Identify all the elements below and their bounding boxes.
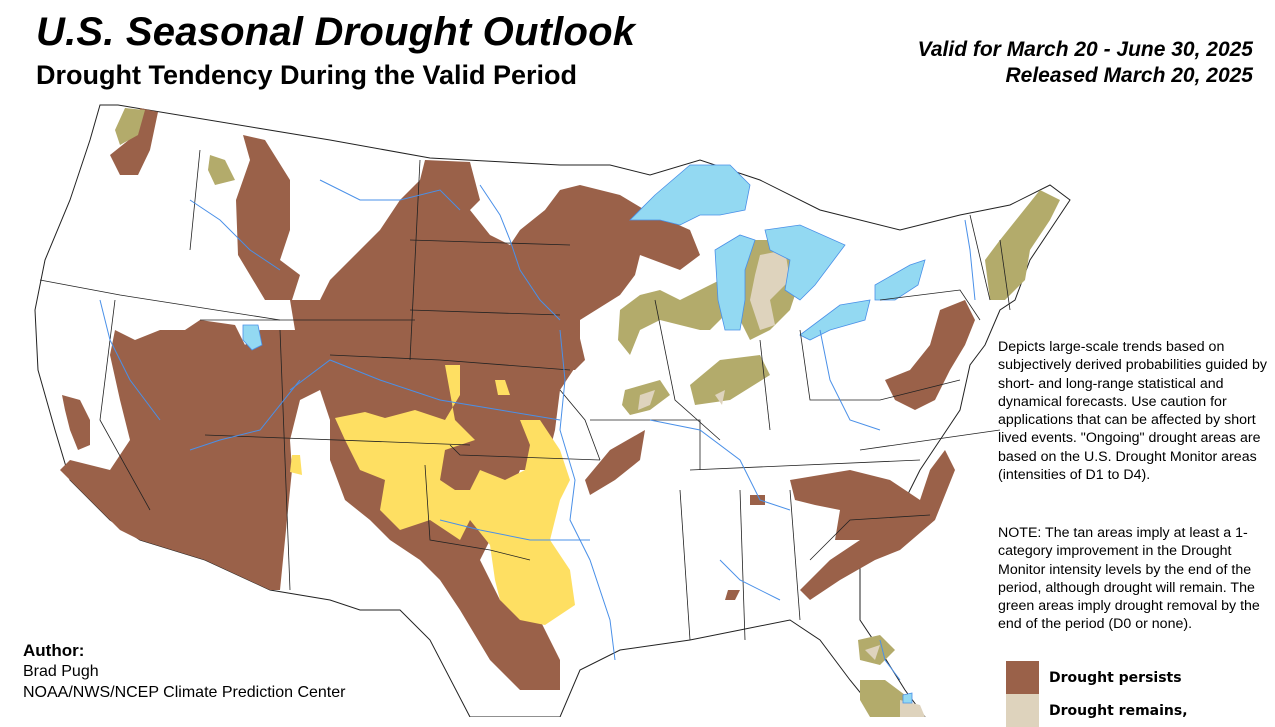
- legend-swatch-remains: [1006, 694, 1039, 727]
- lake-huron: [764, 224, 846, 301]
- author-block: Author: Brad Pugh NOAA/NWS/NCEP Climate …: [23, 640, 345, 703]
- release-date: Released March 20, 2025: [1005, 64, 1254, 87]
- legend-item-persists: Drought persists: [1006, 661, 1188, 694]
- validity-info: Valid for March 20 - June 30, 2025 Relea…: [918, 37, 1253, 89]
- lake-okeechobee: [902, 692, 913, 704]
- drought-develops-areas: [290, 365, 575, 625]
- page-subtitle: Drought Tendency During the Valid Period: [36, 60, 578, 90]
- author-name: Brad Pugh: [23, 663, 99, 680]
- legend-label: Drought remains,: [1049, 702, 1188, 719]
- outlook-note: NOTE: The tan areas imply at least a 1-c…: [998, 525, 1260, 633]
- valid-period: Valid for March 20 - June 30, 2025: [917, 38, 1253, 61]
- author-heading: Author:: [23, 641, 85, 660]
- outlook-description: Depicts large-scale trends based on subj…: [998, 339, 1267, 484]
- page-title: U.S. Seasonal Drought Outlook: [36, 10, 636, 54]
- author-org: NOAA/NWS/NCEP Climate Prediction Center: [23, 684, 346, 701]
- lake-michigan: [714, 234, 756, 331]
- legend-label: Drought persists: [1049, 669, 1182, 686]
- legend-swatch-persists: [1006, 661, 1039, 694]
- map-legend: Drought persists Drought remains,: [1006, 661, 1188, 727]
- drought-improves-areas: [638, 250, 925, 717]
- water-bodies: [242, 164, 926, 704]
- lake-erie: [799, 299, 871, 341]
- rivers: [99, 179, 976, 681]
- lake-ontario: [874, 259, 926, 301]
- great-salt-lake: [242, 324, 263, 351]
- lake-superior: [629, 164, 751, 226]
- legend-item-remains: Drought remains,: [1006, 694, 1188, 727]
